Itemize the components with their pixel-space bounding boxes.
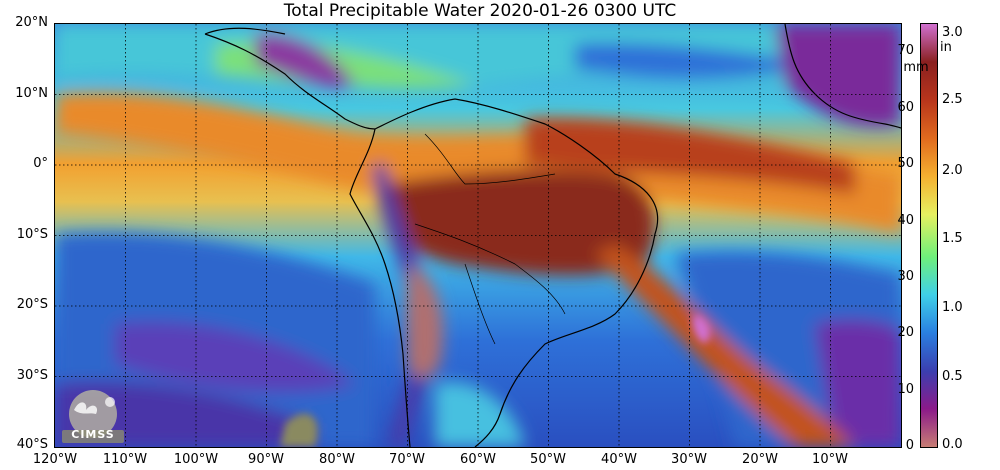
lat-label-40s: 40°S xyxy=(16,437,48,452)
colorbar-mm-unit: mm xyxy=(903,60,929,75)
precipitable-water-map xyxy=(54,23,902,448)
in-tick-2-5: 2.5 xyxy=(942,92,963,107)
lon-label-30w: 30°W xyxy=(671,452,707,467)
lat-label-0: 0° xyxy=(33,156,48,171)
mm-tick-0: 0 xyxy=(905,438,914,453)
lon-label-40w: 40°W xyxy=(601,452,637,467)
lat-label-10n: 10°N xyxy=(15,86,48,101)
mm-tick-20: 20 xyxy=(897,325,914,340)
in-tick-2-0: 2.0 xyxy=(942,163,963,178)
graticule xyxy=(55,24,901,447)
in-tick-1-0: 1.0 xyxy=(942,300,963,315)
lon-label-100w: 100°W xyxy=(173,452,219,467)
lat-label-30s: 30°S xyxy=(16,368,48,383)
colorbar xyxy=(920,23,938,448)
in-tick-1-5: 1.5 xyxy=(942,231,963,246)
lon-label-110w: 110°W xyxy=(102,452,148,467)
lon-label-50w: 50°W xyxy=(530,452,566,467)
lat-label-10s: 10°S xyxy=(16,227,48,242)
mm-tick-70: 70 xyxy=(897,43,914,58)
tpw-field xyxy=(55,24,901,447)
lon-label-120w: 120°W xyxy=(32,452,78,467)
mm-tick-10: 10 xyxy=(897,382,914,397)
mm-tick-30: 30 xyxy=(897,269,914,284)
lon-label-10w: 10°W xyxy=(812,452,848,467)
lon-label-90w: 90°W xyxy=(248,452,284,467)
cimss-logo-text: CIMSS xyxy=(71,428,115,441)
lon-label-80w: 80°W xyxy=(319,452,355,467)
colorbar-in-unit: in xyxy=(940,40,952,55)
mm-tick-50: 50 xyxy=(897,156,914,171)
lon-label-60w: 60°W xyxy=(460,452,496,467)
lat-label-20s: 20°S xyxy=(16,297,48,312)
lon-label-20w: 20°W xyxy=(742,452,778,467)
in-tick-0-0: 0.0 xyxy=(942,437,963,452)
mm-tick-60: 60 xyxy=(897,100,914,115)
in-tick-3-0: 3.0 xyxy=(942,25,963,40)
lat-label-20n: 20°N xyxy=(15,15,48,30)
map-title: Total Precipitable Water 2020-01-26 0300… xyxy=(283,1,677,21)
in-tick-0-5: 0.5 xyxy=(942,369,963,384)
lon-label-70w: 70°W xyxy=(389,452,425,467)
cimss-logo xyxy=(62,390,124,443)
mm-tick-40: 40 xyxy=(897,213,914,228)
